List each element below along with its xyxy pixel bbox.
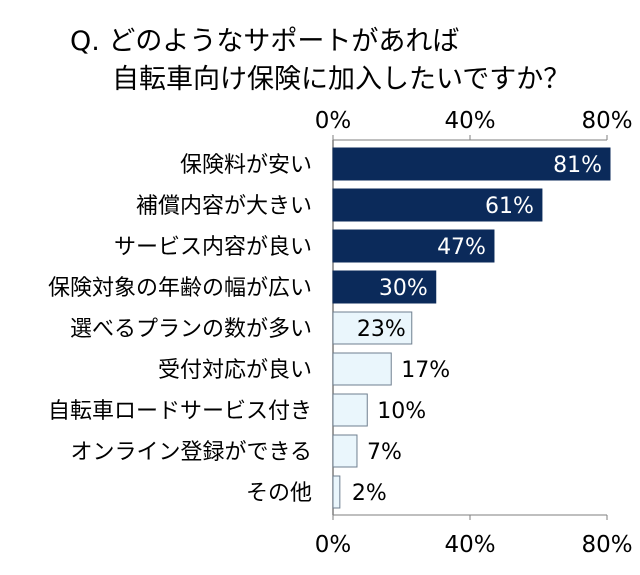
- category-label: 自転車ロードサービス付き: [48, 399, 312, 424]
- tick-label-top: 0%: [315, 108, 352, 134]
- value-label: 30%: [379, 276, 428, 301]
- category-label: 保険料が安い: [180, 153, 312, 178]
- tick-labels: 0% 0% 40% 40% 80% 80%: [315, 108, 633, 558]
- category-label: 受付対応が良い: [158, 358, 312, 383]
- tick-label-top: 80%: [581, 108, 632, 134]
- value-label: 61%: [485, 194, 534, 219]
- value-labels: 81% 61% 47% 30% 23% 17% 10% 7% 2%: [352, 153, 602, 506]
- category-label: オンライン登録ができる: [70, 440, 312, 465]
- category-label: その他: [246, 481, 312, 506]
- chart-title-line-1: Q. どのようなサポートがあれば: [70, 26, 459, 57]
- value-label: 17%: [401, 358, 450, 383]
- bar: [332, 393, 368, 427]
- value-label: 23%: [357, 317, 406, 342]
- category-labels: 保険料が安い補償内容が大きいサービス内容が良い保険対象の年齢の幅が広い選べるプラ…: [48, 153, 312, 506]
- value-label: 47%: [437, 235, 486, 260]
- chart-title: Q. どのようなサポートがあれば 自転車向け保険に加入したいですか？: [70, 26, 570, 95]
- category-label: 選べるプランの数が多い: [70, 317, 312, 342]
- bar: [332, 188, 543, 222]
- tick-label-bottom: 80%: [581, 532, 632, 558]
- chart-title-line-2: 自転車向け保険に加入したいですか？: [112, 64, 570, 95]
- bar: [332, 147, 611, 181]
- value-label: 81%: [553, 153, 602, 178]
- tick-label-bottom: 0%: [315, 532, 352, 558]
- bar: [332, 270, 437, 304]
- tick-label-top: 40%: [444, 108, 495, 134]
- bar: [332, 311, 413, 345]
- value-label: 7%: [367, 440, 402, 465]
- bars: [332, 147, 611, 509]
- category-label: 保険対象の年齢の幅が広い: [48, 276, 312, 301]
- bar: [332, 352, 392, 386]
- bar: [332, 434, 358, 468]
- tick-label-bottom: 40%: [444, 532, 495, 558]
- value-label: 10%: [377, 399, 426, 424]
- bar: [332, 229, 495, 263]
- category-label: 補償内容が大きい: [136, 194, 312, 219]
- category-label: サービス内容が良い: [114, 235, 312, 260]
- bar: [332, 475, 341, 509]
- value-label: 2%: [352, 481, 387, 506]
